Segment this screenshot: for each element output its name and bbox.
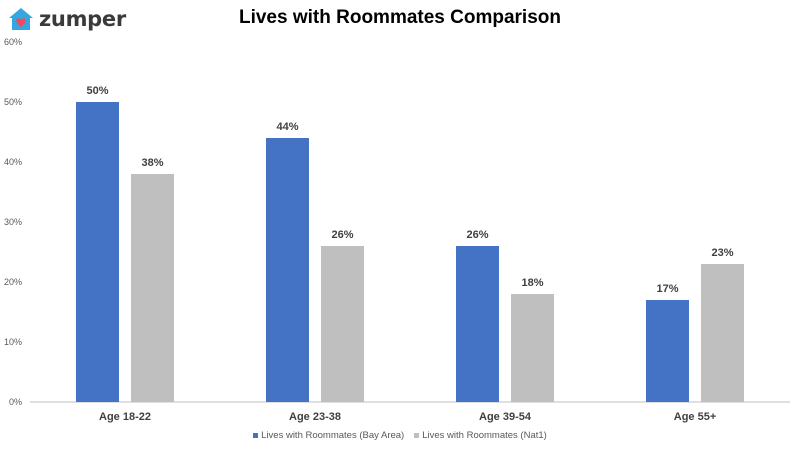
data-label: 26% (466, 229, 488, 241)
house-icon (9, 8, 33, 30)
x-tick-label: Age 39-54 (479, 411, 532, 423)
data-label: 17% (656, 283, 678, 295)
y-tick-label: 0% (9, 397, 22, 407)
data-label: 44% (276, 121, 298, 133)
legend-item: Lives with Roommates (Bay Area) (253, 430, 404, 441)
y-tick-label: 10% (4, 337, 22, 347)
y-tick-label: 20% (4, 277, 22, 287)
y-tick-label: 30% (4, 217, 22, 227)
legend-item: Lives with Roommates (Nat1) (414, 430, 547, 441)
bar-bay-area (266, 138, 309, 402)
bar-national (131, 174, 174, 402)
data-label: 38% (141, 157, 163, 169)
bar-national (511, 294, 554, 402)
brand-name: zumper (39, 7, 126, 31)
legend-label: Lives with Roommates (Bay Area) (261, 430, 405, 441)
bar-bay-area (456, 246, 499, 402)
brand-logo: zumper (8, 6, 126, 32)
y-tick-label: 40% (4, 157, 22, 167)
data-label: 50% (86, 85, 108, 97)
chart-title: Lives with Roommates Comparison (238, 7, 561, 28)
y-tick-label: 50% (4, 97, 22, 107)
data-label: 26% (331, 229, 353, 241)
x-tick-label: Age 18-22 (99, 411, 151, 423)
data-label: 23% (711, 247, 733, 259)
legend-swatch (414, 433, 420, 438)
bar-national (321, 246, 364, 402)
chart-legend: Lives with Roommates (Bay Area) Lives wit… (0, 430, 800, 441)
data-label: 18% (521, 277, 543, 289)
bar-bay-area (646, 300, 689, 402)
legend-swatch (253, 433, 259, 438)
y-tick-label: 60% (4, 37, 22, 47)
bar-bay-area (76, 102, 119, 402)
bar-national (701, 264, 744, 402)
x-tick-label: Age 23-38 (289, 411, 341, 423)
legend-label: Lives with Roommates (Nat1) (422, 430, 547, 441)
x-tick-label: Age 55+ (674, 411, 717, 423)
